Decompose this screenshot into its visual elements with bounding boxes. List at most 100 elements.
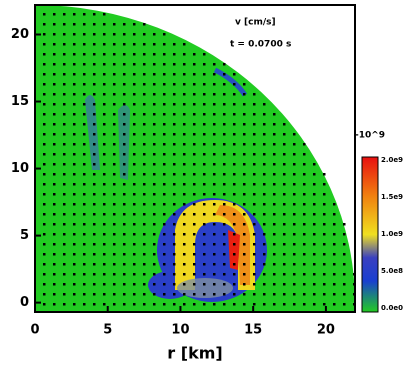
- vector-dot: [93, 173, 96, 176]
- vector-dot: [313, 303, 316, 306]
- vector-dot: [43, 193, 46, 196]
- vector-dot: [63, 233, 66, 236]
- vector-dot: [133, 143, 136, 146]
- vector-dot: [173, 93, 176, 96]
- vector-dot: [73, 63, 76, 66]
- vector-dot: [263, 183, 266, 186]
- vector-dot: [253, 183, 256, 186]
- y-tick-label: 0: [20, 295, 29, 310]
- feature: [85, 95, 100, 170]
- vector-dot: [93, 273, 96, 276]
- vector-dot: [313, 213, 316, 216]
- vector-dot: [233, 253, 236, 256]
- vector-dot: [113, 233, 116, 236]
- vector-dot: [153, 213, 156, 216]
- vector-dot: [83, 63, 86, 66]
- vector-dot: [223, 173, 226, 176]
- vector-dot: [203, 263, 206, 266]
- vector-dot: [243, 203, 246, 206]
- vector-dot: [273, 193, 276, 196]
- vector-dot: [203, 53, 206, 56]
- vector-dot: [243, 273, 246, 276]
- vector-dot: [123, 283, 126, 286]
- vector-dot: [263, 253, 266, 256]
- vector-dot: [333, 283, 336, 286]
- vector-dot: [193, 253, 196, 256]
- vector-dot: [103, 133, 106, 136]
- vector-dot: [253, 113, 256, 116]
- vector-dot: [123, 253, 126, 256]
- vector-dot: [183, 63, 186, 66]
- vector-dot: [93, 293, 96, 296]
- vector-dot: [333, 223, 336, 226]
- vector-dot: [253, 123, 256, 126]
- vector-dot: [213, 263, 216, 266]
- vector-dot: [243, 113, 246, 116]
- vector-dot: [213, 103, 216, 106]
- vector-dot: [233, 293, 236, 296]
- vector-dot: [53, 283, 56, 286]
- vector-dot: [213, 283, 216, 286]
- vector-dot: [283, 193, 286, 196]
- vector-dot: [63, 173, 66, 176]
- vector-dot: [193, 283, 196, 286]
- vector-dot: [173, 53, 176, 56]
- vector-dot: [193, 53, 196, 56]
- vector-dot: [113, 273, 116, 276]
- vector-dot: [93, 153, 96, 156]
- vector-dot: [263, 113, 266, 116]
- vector-dot: [253, 233, 256, 236]
- vector-dot: [63, 203, 66, 206]
- vector-dot: [263, 223, 266, 226]
- vector-dot: [103, 123, 106, 126]
- vector-dot: [83, 183, 86, 186]
- vector-dot: [283, 203, 286, 206]
- vector-dot: [313, 173, 316, 176]
- vector-dot: [133, 263, 136, 266]
- vector-dot: [83, 273, 86, 276]
- vector-dot: [123, 33, 126, 36]
- vector-dot: [193, 103, 196, 106]
- vector-dot: [103, 253, 106, 256]
- vector-dot: [113, 223, 116, 226]
- vector-dot: [133, 53, 136, 56]
- vector-dot: [343, 253, 346, 256]
- vector-dot: [273, 153, 276, 156]
- vector-dot: [133, 23, 136, 26]
- vector-dot: [143, 63, 146, 66]
- vector-dot: [233, 83, 236, 86]
- vector-dot: [223, 303, 226, 306]
- vector-dot: [303, 223, 306, 226]
- vector-dot: [263, 283, 266, 286]
- vector-dot: [113, 113, 116, 116]
- vector-dot: [153, 93, 156, 96]
- vector-dot: [313, 273, 316, 276]
- vector-field: [43, 13, 355, 306]
- vector-dot: [243, 283, 246, 286]
- vector-dot: [193, 173, 196, 176]
- vector-dot: [103, 223, 106, 226]
- vector-dot: [63, 163, 66, 166]
- vector-dot: [283, 243, 286, 246]
- vector-dot: [123, 63, 126, 66]
- vector-dot: [73, 13, 76, 16]
- vector-dot: [43, 213, 46, 216]
- vector-dot: [173, 243, 176, 246]
- vector-dot: [203, 273, 206, 276]
- vector-dot: [133, 273, 136, 276]
- vector-dot: [253, 253, 256, 256]
- vector-dot: [133, 283, 136, 286]
- vector-dot: [73, 273, 76, 276]
- vector-dot: [323, 243, 326, 246]
- vector-dot: [293, 263, 296, 266]
- vector-dot: [343, 263, 346, 266]
- vector-dot: [93, 133, 96, 136]
- vector-dot: [63, 253, 66, 256]
- vector-dot: [183, 233, 186, 236]
- vector-dot: [253, 203, 256, 206]
- vector-dot: [283, 123, 286, 126]
- vector-dot: [173, 203, 176, 206]
- vector-dot: [103, 233, 106, 236]
- vector-dot: [43, 303, 46, 306]
- vector-dot: [83, 303, 86, 306]
